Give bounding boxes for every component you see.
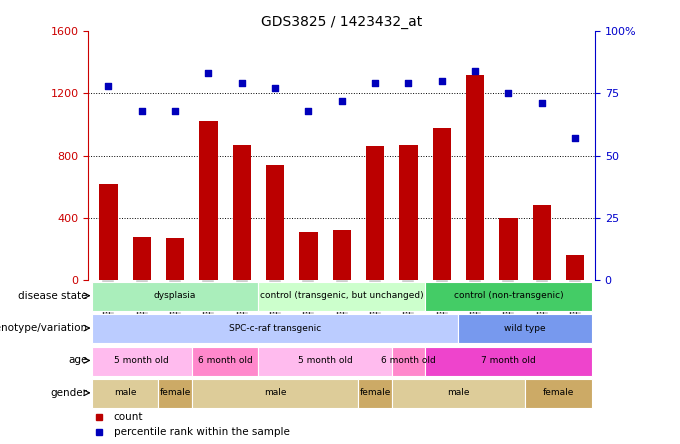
Text: control (non-transgenic): control (non-transgenic) [454, 291, 563, 300]
Bar [392, 346, 425, 376]
Point [537, 100, 547, 107]
Bar [366, 146, 384, 280]
Bar [92, 379, 158, 408]
Point [203, 70, 214, 77]
Point [269, 85, 280, 92]
Text: count: count [114, 412, 143, 422]
Point [236, 80, 247, 87]
Bar [333, 230, 351, 280]
Point [503, 90, 514, 97]
Text: female: female [159, 388, 191, 397]
Bar [166, 238, 184, 280]
Point [169, 107, 180, 115]
Bar [158, 379, 192, 408]
Text: female: female [543, 388, 574, 397]
Point [337, 97, 347, 104]
Text: disease state: disease state [18, 291, 88, 301]
Text: percentile rank within the sample: percentile rank within the sample [114, 427, 290, 437]
Bar [466, 75, 484, 280]
Text: 6 month old: 6 month old [198, 356, 252, 365]
Bar [299, 232, 318, 280]
Bar [532, 206, 551, 280]
Text: 7 month old: 7 month old [481, 356, 536, 365]
Bar [192, 346, 258, 376]
Text: 6 month old: 6 month old [381, 356, 436, 365]
Bar [358, 379, 392, 408]
Point [403, 80, 414, 87]
Bar [392, 379, 525, 408]
Text: SPC-c-raf transgenic: SPC-c-raf transgenic [229, 324, 321, 333]
Bar [266, 165, 284, 280]
Bar [425, 346, 592, 376]
Bar [233, 145, 251, 280]
Bar [92, 282, 258, 311]
Text: 5 month old: 5 month old [114, 356, 169, 365]
Text: male: male [447, 388, 470, 397]
Bar [133, 237, 151, 280]
Bar [525, 379, 592, 408]
Bar [99, 184, 118, 280]
Text: 5 month old: 5 month old [298, 356, 352, 365]
Text: female: female [359, 388, 391, 397]
Text: gender: gender [51, 388, 88, 398]
Bar [399, 145, 418, 280]
Bar [458, 314, 592, 343]
Bar [192, 379, 358, 408]
Bar [499, 218, 517, 280]
Point [303, 107, 313, 115]
Title: GDS3825 / 1423432_at: GDS3825 / 1423432_at [261, 15, 422, 29]
Text: age: age [69, 356, 88, 365]
Point [470, 67, 481, 75]
Point [570, 135, 581, 142]
Bar [258, 282, 425, 311]
Point [437, 77, 447, 84]
Text: genotype/variation: genotype/variation [0, 323, 88, 333]
Bar [425, 282, 592, 311]
Text: control (transgenic, but unchanged): control (transgenic, but unchanged) [260, 291, 424, 300]
Bar [199, 121, 218, 280]
Bar [92, 314, 458, 343]
Bar [566, 255, 584, 280]
Bar [92, 346, 192, 376]
Point [136, 107, 147, 115]
Bar [258, 346, 392, 376]
Point [370, 80, 381, 87]
Text: male: male [264, 388, 286, 397]
Text: male: male [114, 388, 136, 397]
Text: wild type: wild type [504, 324, 546, 333]
Bar [432, 127, 451, 280]
Text: dysplasia: dysplasia [154, 291, 197, 300]
Point [103, 82, 114, 89]
